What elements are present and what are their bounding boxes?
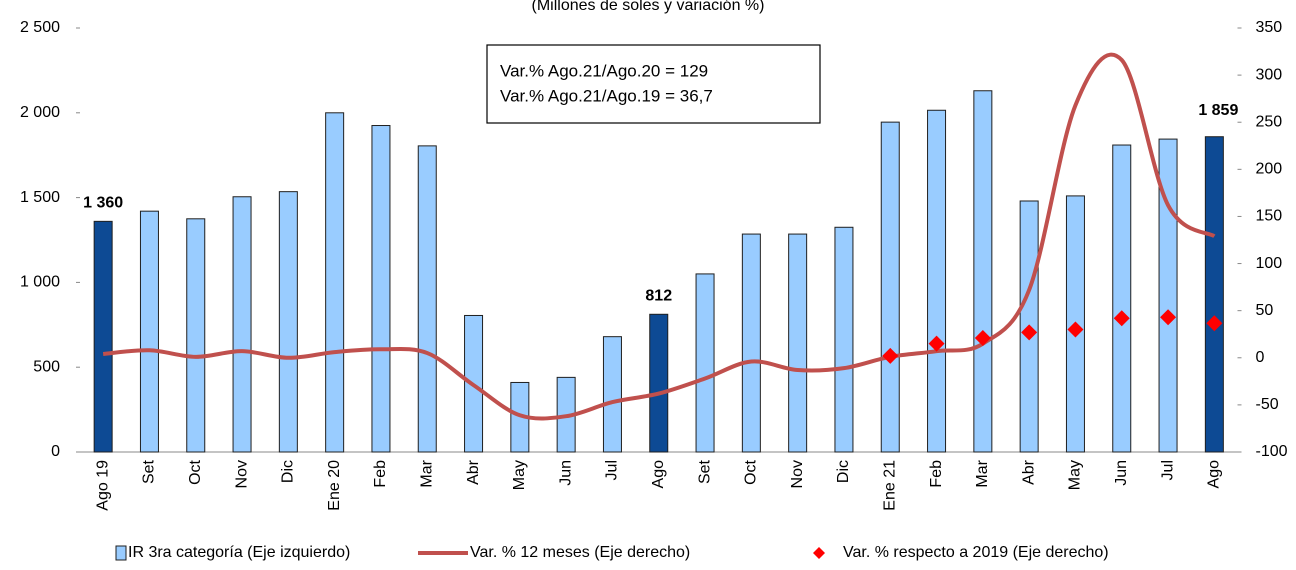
y2-tick-label: 150 [1256, 208, 1283, 225]
x-tick-label: Oct [187, 459, 204, 484]
y-tick-label: 1 000 [20, 274, 60, 291]
marker [1160, 309, 1177, 326]
bar [834, 226, 854, 453]
x-tick-label: Ago 19 [94, 460, 111, 511]
bar [741, 233, 761, 453]
legend-label: Var. % 12 meses (Eje derecho) [470, 544, 690, 561]
x-tick-label: Feb [372, 460, 389, 488]
bar [139, 210, 159, 453]
legend-label: IR 3ra categoría (Eje izquierdo) [128, 544, 350, 561]
bar [1204, 136, 1224, 453]
bar [186, 218, 206, 453]
bar [232, 196, 252, 453]
y2-tick-label: -100 [1256, 443, 1288, 460]
y2-tick-label: 350 [1256, 19, 1283, 36]
legend-swatch [813, 547, 825, 559]
x-tick-label: May [1067, 460, 1084, 490]
marker [1113, 310, 1130, 327]
bar [973, 90, 993, 453]
x-tick-label: Ene 21 [881, 460, 898, 511]
y2-tick-label: 300 [1256, 66, 1283, 83]
y-tick-label: 2 000 [20, 104, 60, 121]
x-tick-label: Ago [1206, 460, 1223, 489]
x-tick-label: Nov [233, 460, 250, 488]
legend-label: Var. % respecto a 2019 (Eje derecho) [843, 544, 1109, 561]
bar [417, 145, 437, 453]
value-label: 1 859 [1198, 102, 1238, 119]
bar [325, 112, 345, 453]
y2-tick-label: 0 [1256, 349, 1265, 366]
x-tick-label: Ene 20 [326, 460, 343, 511]
bar [602, 336, 622, 453]
x-tick-label: Dic [835, 460, 852, 483]
bar [695, 273, 715, 453]
value-label: 812 [645, 288, 672, 305]
annotation: Var.% Ago.21/Ago.19 = 36,7 [500, 86, 713, 105]
x-tick-label: Dic [280, 460, 297, 483]
legend-swatch [115, 545, 127, 561]
y-tick-label: 1 500 [20, 189, 60, 206]
chart-subtitle: (Millones de soles y variación %) [532, 0, 765, 14]
bar [880, 121, 900, 453]
annotation-box [486, 44, 821, 124]
x-tick-label: Abr [465, 459, 482, 485]
bar [788, 233, 808, 453]
x-tick-label: Mar [974, 459, 991, 487]
x-tick-label: Nov [789, 460, 806, 488]
y-tick-label: 500 [33, 358, 60, 375]
bar [649, 313, 669, 453]
marker [882, 347, 899, 364]
bar [927, 109, 947, 453]
x-tick-label: Oct [743, 459, 760, 484]
x-tick-label: Mar [418, 459, 435, 487]
value-label: 1 360 [83, 195, 123, 212]
marker [1206, 315, 1223, 332]
marker [1067, 321, 1084, 338]
bar [278, 191, 298, 453]
x-tick-label: Jul [1159, 460, 1176, 480]
y2-tick-label: 200 [1256, 161, 1283, 178]
x-tick-label: Ago [650, 460, 667, 489]
bar [1158, 138, 1178, 453]
x-tick-label: Jun [557, 460, 574, 486]
x-tick-label: Feb [928, 460, 945, 488]
marker [928, 335, 945, 352]
y2-tick-label: -50 [1256, 396, 1279, 413]
x-tick-label: Set [696, 459, 713, 484]
marker [1021, 324, 1038, 341]
x-tick-label: Set [141, 459, 158, 484]
marker [974, 329, 991, 346]
bar [93, 220, 113, 453]
y2-tick-label: 50 [1256, 302, 1274, 319]
x-tick-label: May [511, 460, 528, 490]
x-tick-label: Jul [604, 460, 621, 480]
y2-tick-label: 250 [1256, 113, 1283, 130]
x-tick-label: Abr [1020, 459, 1037, 485]
bar [1112, 144, 1132, 453]
y2-tick-label: 100 [1256, 255, 1283, 272]
annotation: Var.% Ago.21/Ago.20 = 129 [500, 61, 708, 80]
y-tick-label: 0 [51, 443, 60, 460]
x-tick-label: Jun [1113, 460, 1130, 486]
line [102, 52, 1216, 421]
bar [371, 125, 391, 453]
y-tick-label: 2 500 [20, 19, 60, 36]
